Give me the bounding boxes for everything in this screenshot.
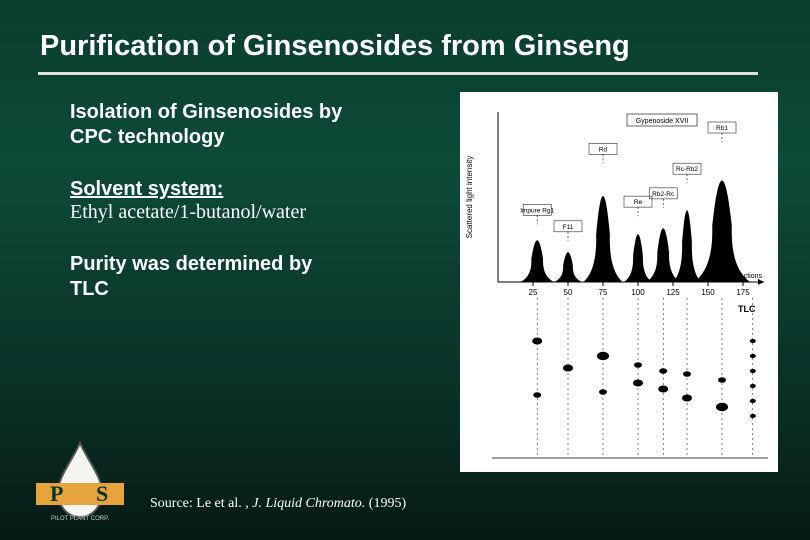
solvent-label: Solvent system:	[70, 178, 390, 201]
svg-text:Rc-Rb2: Rc-Rb2	[676, 166, 698, 173]
svg-text:Re: Re	[634, 199, 643, 206]
svg-text:75: 75	[599, 288, 608, 297]
svg-text:TLC: TLC	[738, 304, 756, 314]
pilot-plant-logo: P S PILOT PLANT CORP.	[30, 437, 130, 522]
logo-subtitle: PILOT PLANT CORP.	[51, 516, 109, 522]
slide-title: Purification of Ginsenosides from Ginsen…	[40, 30, 630, 63]
solvent-block: Solvent system: Ethyl acetate/1-butanol/…	[70, 178, 390, 224]
source-year: (1995)	[365, 496, 406, 511]
purity-line2: TLC	[70, 277, 390, 302]
svg-text:125: 125	[666, 288, 680, 297]
logo-svg: P S PILOT PLANT CORP.	[30, 437, 130, 522]
svg-text:F11: F11	[563, 224, 574, 231]
svg-text:50: 50	[564, 288, 573, 297]
chromatogram-figure: Scattered light intensityfractionsGypeno…	[460, 92, 778, 472]
subtitle-line1: Isolation of Ginsenosides by	[70, 100, 390, 125]
subtitle-line2: CPC technology	[70, 125, 390, 150]
solvent-value: Ethyl acetate/1-butanol/water	[70, 201, 390, 224]
svg-text:Impure Rg1: Impure Rg1	[520, 207, 554, 214]
source-citation: Source: Le et al. , J. Liquid Chromato. …	[150, 496, 406, 512]
svg-text:100: 100	[631, 288, 645, 297]
svg-text:Rb2-Rc: Rb2-Rc	[652, 191, 675, 198]
svg-text:Gypenoside XVII: Gypenoside XVII	[636, 118, 689, 125]
title-underline	[38, 72, 758, 75]
svg-text:Rb1: Rb1	[716, 125, 728, 132]
purity-block: Purity was determined by TLC	[70, 252, 390, 302]
content-left: Isolation of Ginsenosides by CPC technol…	[70, 100, 390, 330]
svg-text:175: 175	[736, 288, 750, 297]
svg-text:Scattered light intensity: Scattered light intensity	[465, 156, 474, 239]
svg-text:Rd: Rd	[599, 146, 608, 153]
subtitle-block: Isolation of Ginsenosides by CPC technol…	[70, 100, 390, 150]
svg-text:25: 25	[529, 288, 538, 297]
svg-text:150: 150	[701, 288, 715, 297]
source-prefix: Source: Le et al. ,	[150, 496, 252, 511]
logo-letter-p: P	[50, 481, 63, 506]
logo-letter-s: S	[96, 481, 108, 506]
source-journal: J. Liquid Chromato.	[252, 496, 365, 511]
purity-line1: Purity was determined by	[70, 252, 390, 277]
chromatogram-svg: Scattered light intensityfractionsGypeno…	[460, 92, 778, 472]
